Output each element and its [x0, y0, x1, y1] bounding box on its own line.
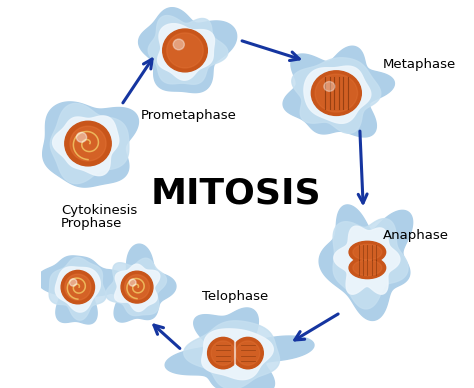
Ellipse shape: [163, 29, 207, 72]
Polygon shape: [115, 264, 160, 312]
Polygon shape: [184, 321, 280, 388]
Polygon shape: [292, 58, 381, 133]
Ellipse shape: [76, 132, 87, 142]
Polygon shape: [90, 244, 176, 322]
Ellipse shape: [61, 270, 94, 304]
Text: Telophase: Telophase: [202, 289, 269, 303]
Polygon shape: [334, 226, 400, 294]
Polygon shape: [283, 46, 394, 137]
Ellipse shape: [65, 121, 111, 166]
Ellipse shape: [208, 338, 239, 369]
Ellipse shape: [65, 274, 91, 300]
Ellipse shape: [349, 241, 386, 263]
Ellipse shape: [353, 244, 382, 260]
Ellipse shape: [70, 279, 77, 286]
Text: Anaphase: Anaphase: [383, 229, 449, 242]
Polygon shape: [165, 308, 314, 388]
Polygon shape: [304, 66, 371, 123]
Polygon shape: [49, 257, 106, 320]
Polygon shape: [50, 104, 129, 184]
Ellipse shape: [125, 275, 149, 300]
Ellipse shape: [173, 39, 184, 50]
Polygon shape: [319, 205, 413, 320]
Ellipse shape: [324, 81, 335, 91]
Ellipse shape: [121, 271, 153, 303]
Polygon shape: [138, 8, 237, 93]
Ellipse shape: [232, 338, 263, 369]
Polygon shape: [53, 116, 119, 176]
Polygon shape: [106, 258, 166, 315]
Ellipse shape: [129, 279, 136, 286]
Ellipse shape: [70, 126, 106, 161]
Ellipse shape: [311, 71, 361, 116]
Polygon shape: [43, 102, 138, 187]
Ellipse shape: [349, 257, 386, 279]
Polygon shape: [55, 267, 100, 312]
Polygon shape: [148, 16, 228, 84]
Text: Prometaphase: Prometaphase: [141, 109, 237, 122]
Polygon shape: [157, 24, 215, 80]
Ellipse shape: [353, 260, 382, 275]
Text: Prophase: Prophase: [61, 217, 123, 230]
Ellipse shape: [167, 33, 203, 68]
Ellipse shape: [236, 341, 260, 365]
Polygon shape: [37, 256, 121, 324]
Polygon shape: [333, 219, 408, 309]
Ellipse shape: [315, 74, 357, 112]
Text: Cytokinesis: Cytokinesis: [62, 204, 138, 217]
Text: Metaphase: Metaphase: [383, 58, 456, 71]
Polygon shape: [202, 329, 273, 380]
Ellipse shape: [211, 341, 235, 365]
Text: MITOSIS: MITOSIS: [150, 177, 321, 211]
